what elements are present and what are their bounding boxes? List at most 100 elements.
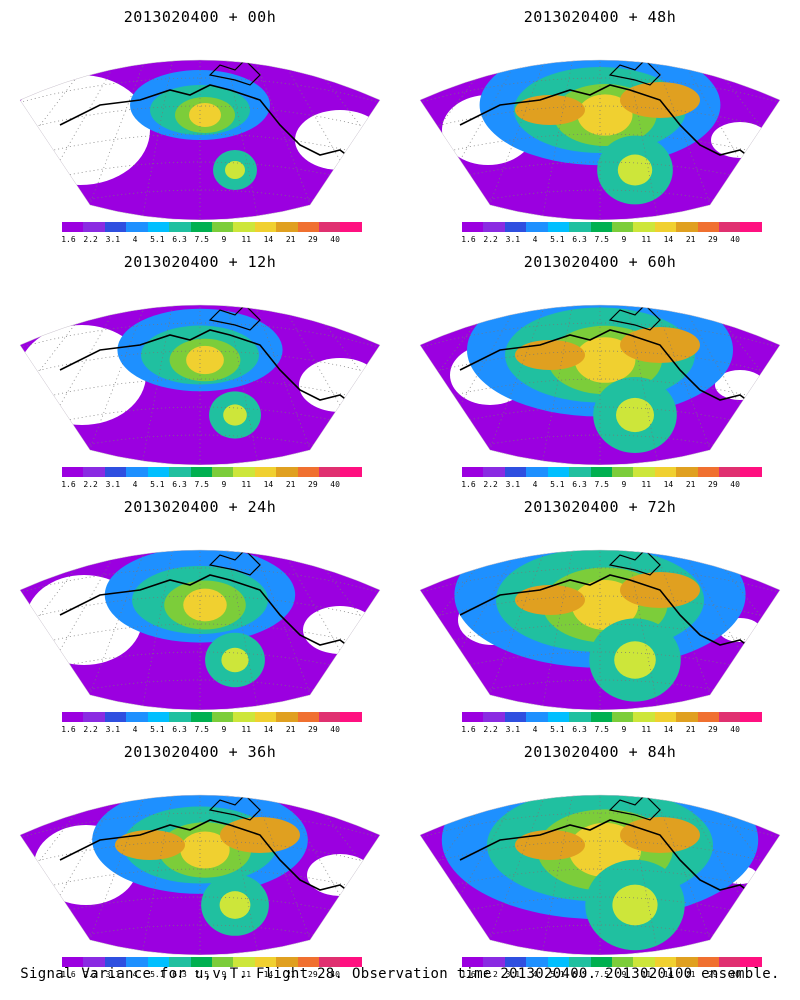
- colorbar-swatch: [190, 467, 212, 477]
- colorbar-swatch: [633, 712, 655, 722]
- colorbar-tick-label: 4: [532, 725, 538, 734]
- colorbar-tick-label: 2.2: [83, 725, 98, 734]
- colorbar-swatch: [104, 957, 127, 967]
- colorbar-tick-label: 3.1: [105, 725, 121, 734]
- colorbar-labels: 1.6 2.2 3.1 4 5.1 6.3 7.5 9 11 14 21 29 40: [456, 725, 776, 735]
- colorbar-swatch: [83, 222, 105, 232]
- colorbar-tick-label: 29: [308, 970, 318, 979]
- panel-title: 2013020400 + 84h: [523, 743, 677, 761]
- colorbar-swatch: [504, 712, 527, 722]
- colorbar-swatch: [233, 957, 255, 967]
- colorbar-tick-label: 6.3: [572, 235, 587, 244]
- colorbar-tick-label: 5.1: [150, 235, 165, 244]
- colorbar-swatch: [719, 222, 741, 232]
- colorbar-tick-label: 5.1: [150, 970, 165, 979]
- colorbar-tick-label: 3.1: [505, 480, 521, 489]
- colorbar-swatch: [547, 222, 570, 232]
- colorbar-swatch: [676, 712, 698, 722]
- forecast-panel: 2013020400 + 12h 1.6 2.2 3.1 4 5.1 6.3 7.5 9 11 14…: [0, 245, 400, 489]
- colorbar-swatch: [126, 467, 148, 477]
- colorbar-swatch: [62, 957, 84, 967]
- colorbar-tick-label: 1.6: [461, 235, 476, 244]
- colorbar-tick-label: 7.5: [594, 725, 609, 734]
- colorbar-labels: 1.6 2.2 3.1 4 5.1 6.3 7.5 9 11 14 21 29 40: [56, 970, 376, 980]
- colorbar-tick-label: 6.3: [572, 480, 587, 489]
- colorbar-swatch: [254, 467, 277, 477]
- colorbar-tick-label: 7.5: [594, 480, 609, 489]
- colorbar-tick-label: 9: [621, 235, 627, 244]
- colorbar-swatch: [147, 467, 170, 477]
- colorbar-tick-label: 11: [641, 480, 652, 489]
- colorbar-tick-label: 7.5: [594, 235, 609, 244]
- colorbar-swatch: [740, 222, 762, 232]
- colorbar-swatch: [233, 467, 255, 477]
- colorbar-tick-label: 29: [708, 725, 718, 734]
- colorbar-swatch: [126, 222, 148, 232]
- panel-title: 2013020400 + 36h: [123, 743, 277, 761]
- colorbar-swatch: [190, 222, 212, 232]
- forecast-panel: 2013020400 + 48h 1.6 2.2 3.1 4 5.1 6.3 7.5 9 11 14…: [400, 0, 800, 244]
- colorbar: [62, 467, 362, 477]
- colorbar-swatch: [547, 712, 570, 722]
- colorbar-tick-label: 5.1: [150, 480, 165, 489]
- colorbar-swatch: [104, 467, 127, 477]
- colorbar: [62, 222, 362, 232]
- colorbar-tick-label: 5.1: [550, 480, 565, 489]
- colorbar-swatch: [547, 957, 570, 967]
- colorbar-tick-label: 4: [532, 480, 538, 489]
- colorbar-tick-label: 4: [132, 235, 138, 244]
- colorbar-swatch: [297, 222, 320, 232]
- colorbar-swatch: [483, 957, 505, 967]
- colorbar-swatch: [526, 222, 548, 232]
- colorbar-tick-label: 2.2: [483, 480, 498, 489]
- colorbar-tick-label: 21: [285, 480, 296, 489]
- colorbar-tick-label: 4: [132, 725, 138, 734]
- variance-map: [19, 59, 381, 220]
- colorbar-swatch: [211, 467, 234, 477]
- colorbar-tick-label: 40: [730, 235, 740, 244]
- forecast-panel: 2013020400 + 60h 1.6 2.2 3.1 4 5.1 6.3 7.5 9 11 14…: [400, 245, 800, 489]
- panel-title: 2013020400 + 00h: [123, 8, 277, 26]
- colorbar-swatch: [654, 222, 677, 232]
- colorbar: [462, 467, 762, 477]
- colorbar-swatch: [654, 957, 677, 967]
- colorbar-swatch: [719, 957, 741, 967]
- colorbar-tick-label: 7.5: [194, 970, 209, 979]
- colorbar-swatch: [254, 222, 277, 232]
- colorbar-tick-label: 11: [241, 725, 252, 734]
- colorbar-tick-label: 14: [263, 970, 274, 979]
- colorbar-swatch: [233, 712, 255, 722]
- colorbar-tick-label: 2.2: [83, 235, 98, 244]
- colorbar-swatch: [211, 712, 234, 722]
- colorbar-tick-label: 6.3: [572, 725, 587, 734]
- colorbar-swatch: [504, 222, 527, 232]
- colorbar-labels: 1.6 2.2 3.1 4 5.1 6.3 7.5 9 11 14 21 29 40: [456, 480, 776, 490]
- colorbar-tick-label: 11: [241, 480, 252, 489]
- colorbar-labels: 1.6 2.2 3.1 4 5.1 6.3 7.5 9 11 14 21 29 40: [56, 235, 376, 245]
- colorbar-tick-label: 21: [685, 970, 696, 979]
- colorbar-swatch: [590, 712, 612, 722]
- colorbar-tick-label: 3.1: [505, 970, 521, 979]
- colorbar-swatch: [697, 467, 720, 477]
- colorbar-tick-label: 29: [308, 235, 318, 244]
- colorbar-tick-label: 7.5: [194, 480, 209, 489]
- colorbar-swatch: [633, 957, 655, 967]
- colorbar-swatch: [276, 957, 298, 967]
- colorbar-labels: 1.6 2.2 3.1 4 5.1 6.3 7.5 9 11 14 21 29 40: [56, 725, 376, 735]
- variance-map: [419, 549, 781, 710]
- colorbar-tick-label: 9: [221, 235, 227, 244]
- colorbar-swatch: [233, 222, 255, 232]
- colorbar-swatch: [504, 467, 527, 477]
- colorbar-swatch: [654, 712, 677, 722]
- colorbar-tick-label: 5.1: [150, 725, 165, 734]
- colorbar-tick-label: 4: [132, 970, 138, 979]
- colorbar-swatch: [340, 957, 362, 967]
- colorbar-swatch: [462, 467, 484, 477]
- figure-caption: Signal Variance for u,v,T. Flight 28. Ob…: [20, 966, 780, 982]
- colorbar-tick-label: 14: [263, 235, 274, 244]
- colorbar-tick-label: 4: [132, 480, 138, 489]
- colorbar-swatch: [340, 467, 362, 477]
- colorbar-swatch: [697, 712, 720, 722]
- colorbar-tick-label: 40: [330, 235, 340, 244]
- colorbar-tick-label: 11: [641, 970, 652, 979]
